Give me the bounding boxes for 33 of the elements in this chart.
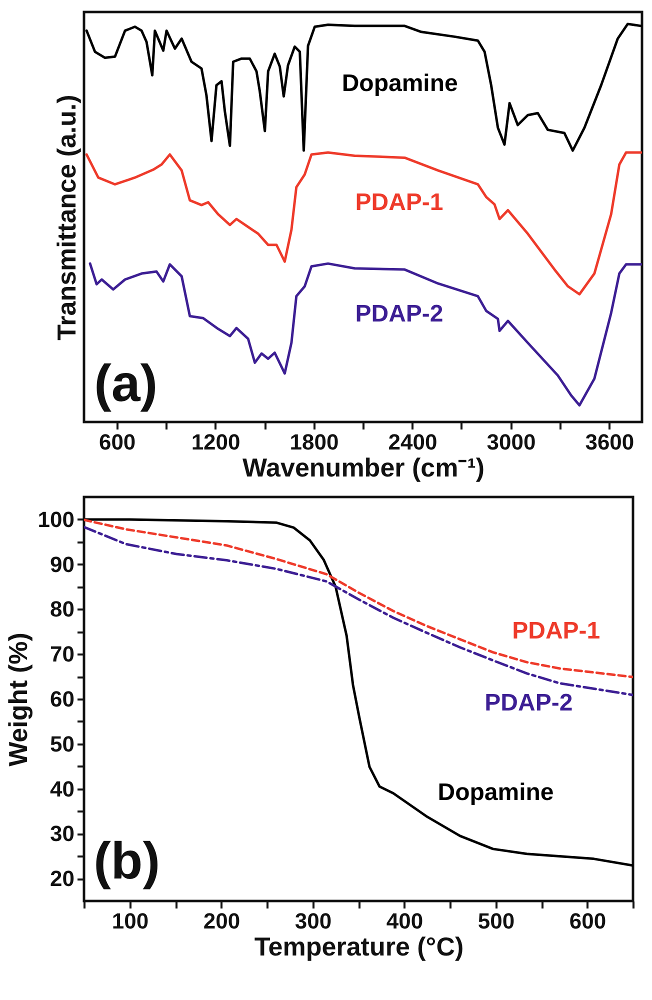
series-label: PDAP-1 [355, 189, 444, 216]
x-tick-label: 600 [569, 908, 606, 934]
y-tick-label: 100 [38, 506, 74, 532]
x-tick-label: 3000 [486, 430, 536, 454]
x-axis-title: Temperature (°C) [254, 932, 464, 962]
annotation: (a) [94, 355, 158, 414]
series-label: Dopamine [438, 779, 554, 806]
x-tick-label: 1800 [290, 430, 339, 454]
y-tick-label: 20 [50, 866, 74, 892]
series-label: PDAP-1 [512, 618, 600, 645]
series-label: PDAP-2 [355, 300, 444, 328]
y-tick-label: 60 [50, 686, 74, 712]
annotation: (b) [94, 832, 160, 891]
x-tick-label: 400 [386, 908, 424, 934]
y-tick-label: 30 [50, 821, 74, 846]
x-axis-title: Wavenumber (cm⁻¹) [242, 452, 485, 482]
y-axis-title: Transmittance (a.u.) [52, 94, 82, 340]
x-tick-label: 300 [294, 908, 332, 934]
x-tick-label: 2400 [388, 430, 438, 454]
y-tick-label: 40 [50, 776, 74, 802]
x-tick-label: 100 [112, 908, 149, 934]
y-tick-label: 50 [50, 731, 74, 756]
x-tick-label: 500 [478, 908, 515, 934]
x-tick-label: 600 [98, 430, 136, 454]
x-tick-label: 1200 [191, 430, 240, 454]
series-label: Dopamine [342, 70, 458, 97]
y-tick-label: 80 [50, 596, 74, 622]
y-tick-label: 70 [50, 642, 74, 667]
y-axis-title: Weight (%) [2, 632, 33, 766]
x-tick-label: 3600 [585, 430, 634, 454]
x-tick-label: 200 [203, 908, 240, 934]
series-label: PDAP-2 [484, 689, 573, 716]
y-tick-label: 90 [50, 552, 74, 577]
